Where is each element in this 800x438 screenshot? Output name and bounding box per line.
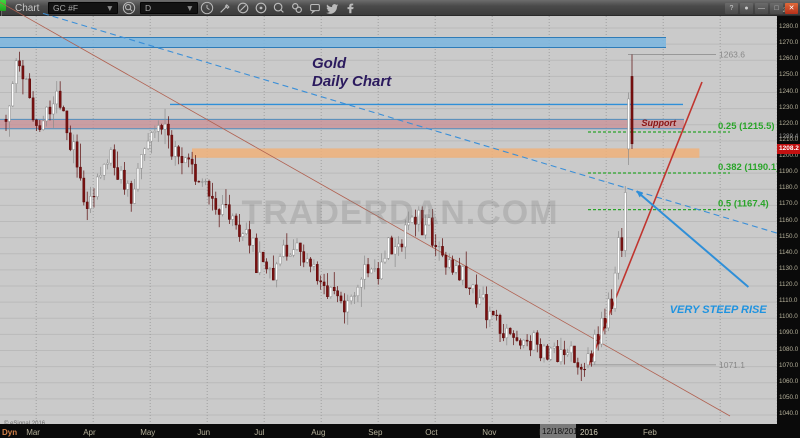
svg-text:Support: Support (642, 118, 677, 128)
svg-text:1071.1: 1071.1 (719, 360, 745, 370)
svg-text:1263.6: 1263.6 (719, 49, 745, 59)
svg-text:0.382 (1190.1): 0.382 (1190.1) (718, 162, 779, 173)
svg-text:0.25 (1215.5): 0.25 (1215.5) (718, 121, 775, 132)
svg-text:VERY STEEP RISE: VERY STEEP RISE (670, 304, 768, 316)
